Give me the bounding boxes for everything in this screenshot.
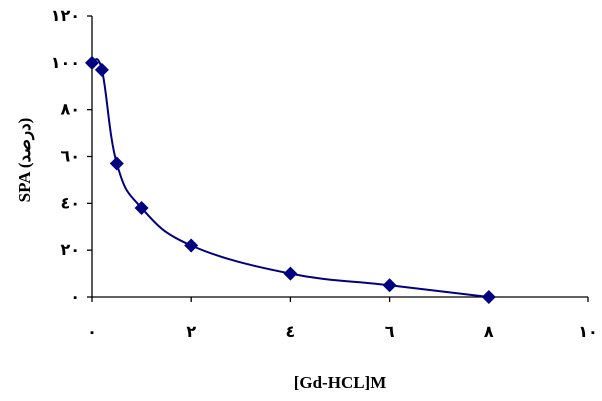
data-point-marker bbox=[109, 156, 124, 171]
x-axis-title: [Gd-HCL]M bbox=[294, 373, 387, 392]
data-point-marker bbox=[283, 266, 298, 281]
y-axis-title: SPA (درصد) bbox=[15, 118, 35, 203]
data-point-marker bbox=[94, 62, 109, 77]
series-line bbox=[91, 58, 489, 298]
y-axis-ticks: ۰ ۲۰ ٤۰ ٦۰ ۸۰ ۱۰۰ ۱۲۰ bbox=[51, 6, 92, 306]
x-tick-label: ۰ bbox=[87, 322, 97, 341]
x-tick-label: ۸ bbox=[484, 322, 494, 341]
data-point-marker bbox=[134, 201, 149, 216]
series-markers bbox=[85, 55, 496, 304]
data-point-marker bbox=[382, 278, 397, 293]
x-tick-label: ۱۰ bbox=[578, 322, 598, 341]
data-point-marker bbox=[481, 290, 496, 304]
data-point-marker bbox=[85, 55, 99, 70]
y-tick-label: ۰ bbox=[70, 287, 80, 306]
x-tick-label: ٤ bbox=[286, 322, 296, 341]
y-tick-label: ٤۰ bbox=[60, 193, 80, 212]
y-tick-label: ۸۰ bbox=[60, 100, 80, 119]
y-tick-label: ۱۰۰ bbox=[51, 53, 80, 72]
x-tick-label: ٦ bbox=[385, 322, 395, 341]
y-tick-label: ٦۰ bbox=[60, 147, 80, 166]
x-tick-label: ۲ bbox=[186, 322, 196, 341]
y-tick-label: ۲۰ bbox=[60, 240, 80, 259]
data-point-marker bbox=[184, 238, 199, 253]
y-tick-label: ۱۲۰ bbox=[51, 6, 80, 25]
x-axis-ticks: ۰ ۲ ٤ ٦ ۸ ۱۰ bbox=[87, 297, 598, 341]
